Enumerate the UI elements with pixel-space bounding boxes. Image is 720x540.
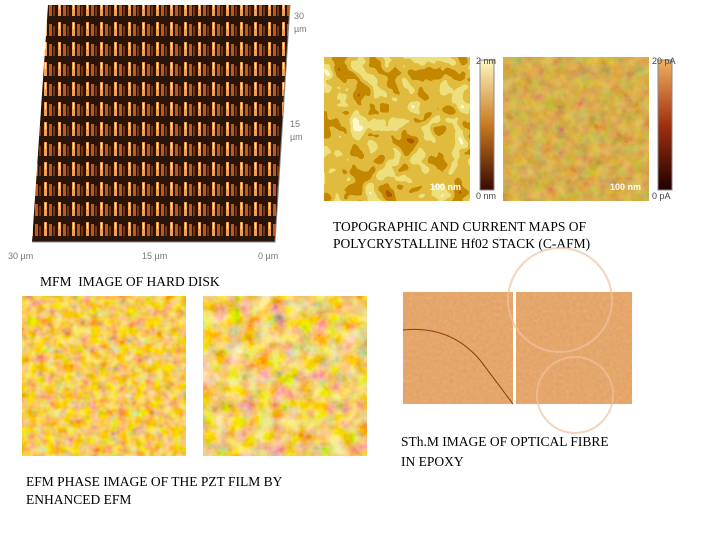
current-image [503, 57, 649, 201]
sthm-caption: STh.M IMAGE OF OPTICAL FIBRE [401, 434, 609, 449]
mfm-mid-unit: µm [290, 132, 303, 142]
mfm-top-unit: µm [294, 24, 307, 34]
cafm-caption: TOPOGRAPHIC AND CURRENT MAPS OF [333, 219, 587, 234]
mfm-bottom-right: 0 µm [258, 251, 278, 261]
topography-colorbar [479, 59, 495, 191]
mfm-caption: MFM IMAGE OF HARD DISK [40, 274, 220, 289]
scale-label: 100 nm [430, 182, 461, 192]
sthm-fibre [507, 247, 613, 353]
sthm-image [516, 292, 632, 404]
efm-image [22, 296, 186, 456]
topography-max: 2 nm [476, 56, 496, 66]
cafm-caption: POLYCRYSTALLINE Hf02 STACK (C-AFM) [333, 236, 590, 251]
sthm-image [403, 292, 513, 404]
mfm-image [32, 5, 290, 242]
topography-min: 0 nm [476, 191, 496, 201]
efm-image [203, 296, 367, 456]
mfm-bottom-left: 30 µm [8, 251, 33, 261]
sthm-feature [402, 328, 514, 405]
sthm-caption: IN EPOXY [401, 454, 464, 469]
topography-image [324, 57, 470, 201]
efm-caption: ENHANCED EFM [26, 492, 131, 507]
efm-caption: EFM PHASE IMAGE OF THE PZT FILM BY [26, 474, 283, 489]
current-colorbar [657, 59, 673, 191]
mfm-top-label: 30 [294, 11, 304, 21]
mfm-bottom-mid: 15 µm [142, 251, 167, 261]
mfm-mid-label: 15 [290, 119, 300, 129]
mfm-frame [32, 4, 291, 243]
scale-label: 100 nm [610, 182, 641, 192]
sthm-fibre [536, 356, 614, 434]
current-max: 20 pA [652, 56, 676, 66]
current-min: 0 pA [652, 191, 671, 201]
